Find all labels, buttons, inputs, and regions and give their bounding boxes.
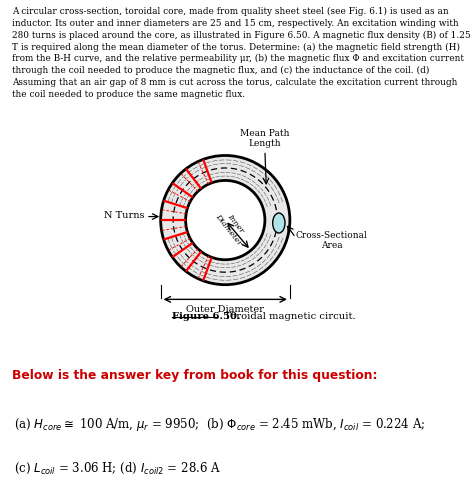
Text: Mean Path
Length: Mean Path Length: [240, 129, 290, 148]
Text: (a) $H_{core} \cong$ 100 A/m, $\mu_r$ = 9950;  (b) $\Phi_{core}$ = 2.45 mWb, $I_: (a) $H_{core} \cong$ 100 A/m, $\mu_r$ = …: [14, 416, 426, 433]
Text: Toroidal magnetic circuit.: Toroidal magnetic circuit.: [218, 312, 356, 321]
Text: Cross-Sectional
Area: Cross-Sectional Area: [296, 231, 367, 250]
Text: A circular cross-section, toroidal core, made from quality sheet steel (see Fig.: A circular cross-section, toroidal core,…: [12, 7, 471, 98]
Text: (c) $L_{coil}$ = 3.06 H; (d) $I_{coil2}$ = 28.6 A: (c) $L_{coil}$ = 3.06 H; (d) $I_{coil2}$…: [14, 461, 221, 476]
Text: Outer Diameter: Outer Diameter: [186, 304, 264, 314]
Circle shape: [186, 180, 265, 260]
Text: N Turns: N Turns: [104, 211, 145, 220]
Text: Below is the answer key from book for this question:: Below is the answer key from book for th…: [12, 369, 377, 381]
Text: Inner
Diameter: Inner Diameter: [213, 206, 250, 247]
Text: Figure 6.50.: Figure 6.50.: [173, 312, 241, 321]
Circle shape: [161, 155, 290, 285]
Ellipse shape: [273, 213, 285, 233]
